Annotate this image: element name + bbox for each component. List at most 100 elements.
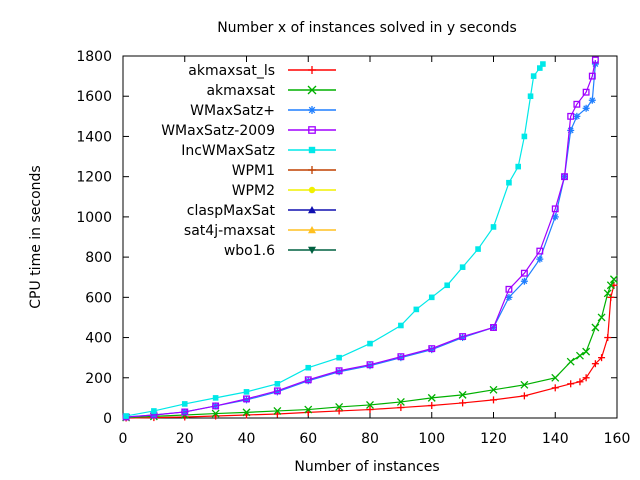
marker-shape — [536, 247, 544, 255]
data-point — [490, 224, 497, 230]
marker-shape — [181, 401, 188, 407]
data-point — [506, 179, 512, 186]
data-point — [413, 306, 420, 313]
marker-stroke — [211, 409, 220, 418]
x-tick-label: 0 — [119, 431, 128, 447]
data-point — [591, 360, 599, 368]
data-point — [582, 374, 590, 382]
data-point — [505, 285, 513, 293]
data-point — [243, 389, 250, 395]
data-point — [181, 408, 189, 416]
data-point — [335, 367, 343, 375]
marker-stroke — [591, 323, 600, 332]
data-point — [427, 393, 436, 402]
data-point — [458, 390, 467, 399]
data-point — [567, 380, 575, 388]
data-point — [536, 255, 544, 263]
legend-marker — [308, 246, 316, 254]
data-point — [598, 354, 606, 362]
legend-label: IncWMaxSatz — [181, 143, 275, 159]
marker-shape — [521, 133, 528, 140]
data-point — [527, 93, 534, 100]
marker-stroke — [609, 275, 618, 284]
marker-shape — [212, 395, 219, 401]
legend-marker — [308, 166, 316, 174]
marker-shape — [181, 408, 189, 416]
data-point — [567, 112, 575, 120]
marker-shape — [561, 173, 568, 181]
marker-shape — [567, 112, 575, 120]
marker-shape — [397, 353, 405, 361]
y-tick-label: 600 — [85, 290, 112, 306]
data-point — [397, 353, 405, 361]
marker-shape — [537, 65, 543, 71]
y-tick-label: 1400 — [76, 129, 112, 145]
x-tick-label: 100 — [418, 431, 445, 447]
data-point — [591, 56, 599, 64]
data-point — [515, 163, 521, 170]
marker-stroke — [489, 385, 498, 394]
marker-stroke — [304, 405, 313, 414]
legend: akmaxsat_ls akmaxsat WMaxSatz+ WMaxSatz-200… — [161, 63, 336, 259]
marker-stroke — [603, 289, 612, 298]
series-3 — [122, 56, 599, 421]
data-point — [521, 133, 528, 140]
y-tick-label: 0 — [103, 411, 112, 427]
marker-shape — [308, 206, 316, 214]
data-point — [520, 277, 528, 285]
legend-marker — [308, 66, 316, 74]
data-point — [582, 88, 590, 96]
marker-stroke — [573, 113, 580, 120]
data-point — [551, 373, 560, 382]
marker-shape — [588, 72, 596, 80]
data-point — [428, 402, 436, 410]
marker-stroke — [583, 105, 590, 112]
legend-marker — [308, 106, 316, 114]
marker-stroke — [273, 407, 282, 415]
marker-shape — [243, 395, 250, 403]
legend-label: WMaxSatz+ — [190, 103, 275, 119]
marker-stroke — [552, 213, 559, 220]
data-point — [597, 313, 606, 322]
data-point — [304, 376, 312, 384]
marker-stroke — [307, 85, 317, 95]
data-point — [181, 401, 188, 407]
data-point — [367, 340, 373, 347]
marker-shape — [505, 285, 513, 293]
marker-shape — [274, 381, 281, 387]
marker-shape — [551, 205, 559, 213]
marker-stroke — [335, 402, 344, 411]
legend-marker — [308, 186, 316, 194]
legend-marker — [308, 126, 316, 134]
marker-stroke — [536, 256, 543, 263]
marker-shape — [444, 282, 450, 289]
marker-shape — [366, 361, 374, 369]
data-point — [243, 395, 250, 403]
data-point — [274, 381, 281, 387]
data-point — [242, 408, 251, 417]
data-point — [273, 387, 281, 395]
marker-shape — [573, 100, 581, 108]
series-layer — [122, 56, 618, 422]
data-point — [505, 293, 513, 301]
marker-shape — [308, 126, 316, 134]
data-point — [335, 402, 344, 411]
x-tick-label: 160 — [604, 431, 631, 447]
y-tick-label: 1000 — [76, 210, 112, 226]
legend-marker — [308, 206, 316, 214]
data-point — [582, 104, 590, 112]
x-tick-label: 20 — [176, 431, 194, 447]
marker-shape — [367, 340, 373, 347]
data-point — [336, 354, 342, 361]
data-point — [366, 406, 374, 414]
data-point — [537, 65, 543, 71]
data-point — [444, 282, 450, 289]
marker-shape — [582, 88, 590, 96]
marker-stroke — [575, 351, 584, 360]
data-point — [490, 324, 497, 331]
data-point — [607, 293, 615, 301]
data-point — [591, 323, 600, 332]
marker-shape — [520, 269, 528, 277]
data-point — [475, 246, 481, 252]
